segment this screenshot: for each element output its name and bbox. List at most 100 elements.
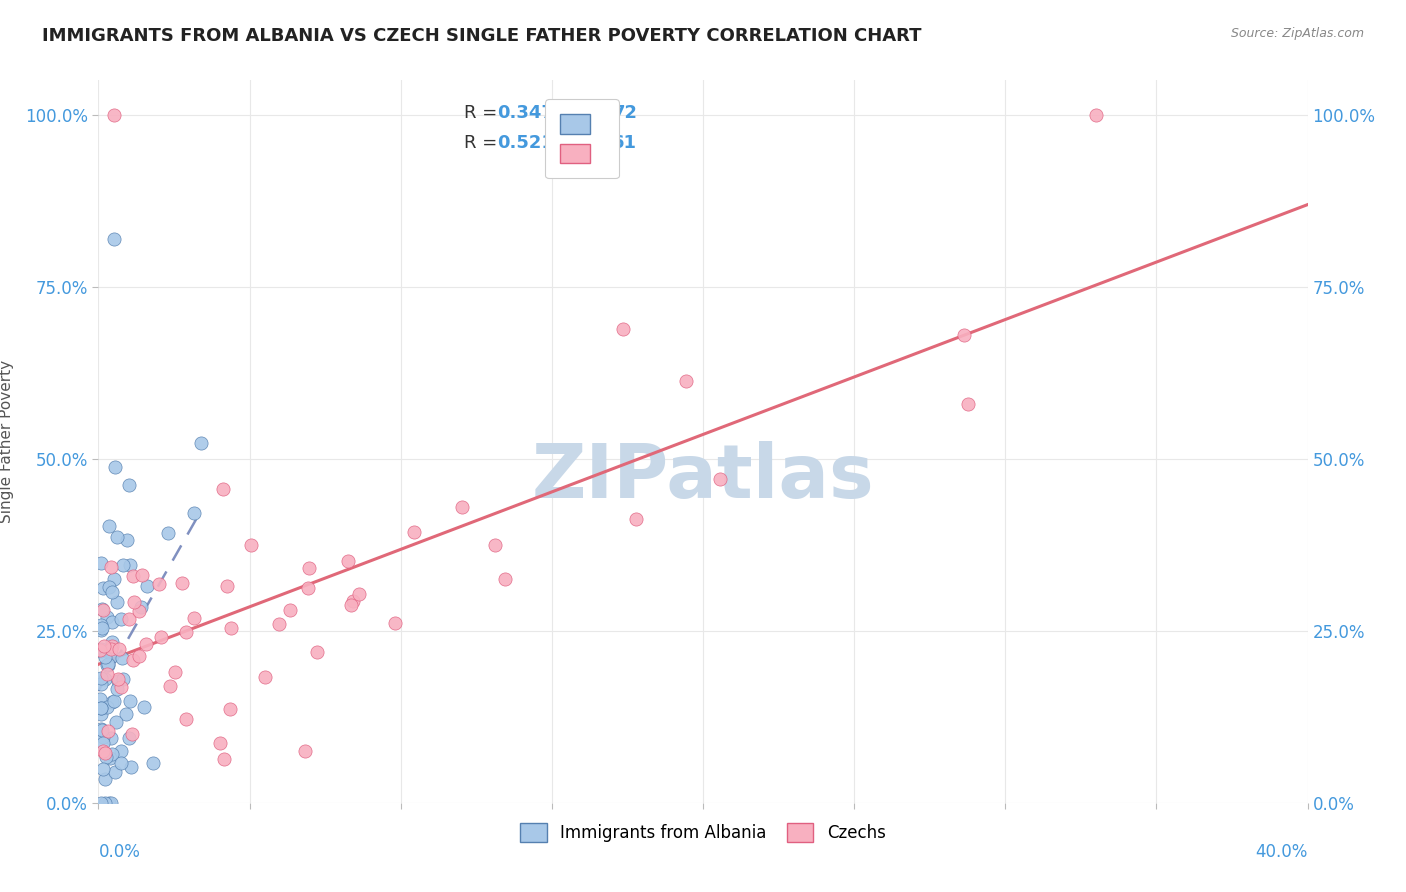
- Point: [90, 677, 112, 691]
- Point: [120, 759, 142, 773]
- Point: [97, 796, 120, 810]
- Point: [149, 630, 172, 644]
- Point: [94, 749, 117, 764]
- Point: [118, 558, 141, 572]
- Point: [96, 610, 118, 624]
- Point: [117, 612, 139, 626]
- Point: [90, 602, 112, 616]
- Point: [100, 731, 122, 745]
- Point: [101, 635, 124, 649]
- Point: [110, 756, 132, 771]
- Point: [624, 512, 647, 526]
- Point: [96, 658, 118, 673]
- Point: [165, 665, 187, 680]
- Point: [104, 764, 127, 779]
- Point: [104, 459, 127, 474]
- Point: [91, 736, 114, 750]
- Point: [183, 611, 205, 625]
- Point: [347, 586, 370, 600]
- Point: [115, 706, 138, 721]
- Point: [103, 231, 125, 245]
- Point: [91, 723, 114, 737]
- Point: [101, 695, 124, 709]
- Point: [118, 478, 141, 492]
- Point: [121, 727, 143, 741]
- Point: [494, 572, 516, 586]
- Text: N =: N =: [564, 103, 616, 122]
- Point: [90, 723, 112, 737]
- Point: [174, 712, 197, 726]
- Point: [101, 639, 124, 653]
- Point: [142, 756, 165, 770]
- Point: [91, 621, 114, 635]
- Point: [94, 796, 117, 810]
- Point: [339, 598, 361, 612]
- Text: R =: R =: [464, 134, 502, 153]
- Point: [111, 651, 134, 665]
- Point: [111, 673, 134, 687]
- Point: [91, 762, 114, 776]
- Text: 0.0%: 0.0%: [98, 843, 141, 861]
- Point: [90, 617, 112, 632]
- Point: [219, 702, 242, 716]
- Point: [404, 524, 426, 539]
- Point: [98, 580, 121, 594]
- Point: [90, 641, 112, 656]
- Text: R =: R =: [464, 103, 502, 122]
- Point: [103, 693, 125, 707]
- Point: [90, 643, 112, 657]
- Point: [212, 482, 235, 496]
- Text: Source: ZipAtlas.com: Source: ZipAtlas.com: [1230, 27, 1364, 40]
- Text: 40.0%: 40.0%: [1256, 843, 1308, 861]
- Point: [128, 649, 150, 664]
- Point: [953, 328, 976, 343]
- Point: [97, 519, 120, 533]
- Text: 0.521: 0.521: [498, 134, 554, 153]
- Point: [157, 525, 180, 540]
- Point: [121, 568, 143, 582]
- Point: [90, 623, 112, 637]
- Point: [90, 557, 112, 571]
- Point: [96, 700, 118, 714]
- Point: [342, 594, 364, 608]
- Point: [91, 581, 114, 595]
- Legend: Immigrants from Albania, Czechs: Immigrants from Albania, Czechs: [513, 816, 893, 848]
- Point: [101, 747, 124, 762]
- Point: [254, 670, 277, 684]
- Point: [90, 700, 112, 714]
- Text: ZIPatlas: ZIPatlas: [531, 442, 875, 514]
- Point: [129, 600, 152, 615]
- Point: [108, 641, 131, 656]
- Point: [122, 653, 145, 667]
- Point: [118, 731, 141, 745]
- Point: [93, 672, 115, 686]
- Point: [101, 615, 124, 630]
- Point: [91, 744, 114, 758]
- Point: [190, 436, 212, 450]
- Text: IMMIGRANTS FROM ALBANIA VS CZECH SINGLE FATHER POVERTY CORRELATION CHART: IMMIGRANTS FROM ALBANIA VS CZECH SINGLE …: [42, 27, 922, 45]
- Point: [90, 701, 112, 715]
- Point: [107, 681, 129, 696]
- Point: [298, 561, 321, 575]
- Point: [93, 772, 115, 787]
- Point: [107, 672, 129, 686]
- Point: [148, 576, 170, 591]
- Point: [307, 645, 329, 659]
- Point: [214, 752, 236, 766]
- Point: [90, 671, 112, 685]
- Point: [336, 553, 359, 567]
- Point: [612, 322, 634, 336]
- Point: [451, 500, 474, 514]
- Point: [294, 744, 316, 758]
- Point: [709, 472, 731, 486]
- Point: [128, 604, 150, 618]
- Point: [90, 706, 112, 721]
- Point: [105, 595, 128, 609]
- Point: [484, 538, 506, 552]
- Point: [117, 533, 139, 547]
- Point: [118, 694, 141, 708]
- Point: [110, 743, 132, 757]
- Point: [96, 666, 118, 681]
- Point: [89, 692, 111, 706]
- Point: [97, 724, 120, 739]
